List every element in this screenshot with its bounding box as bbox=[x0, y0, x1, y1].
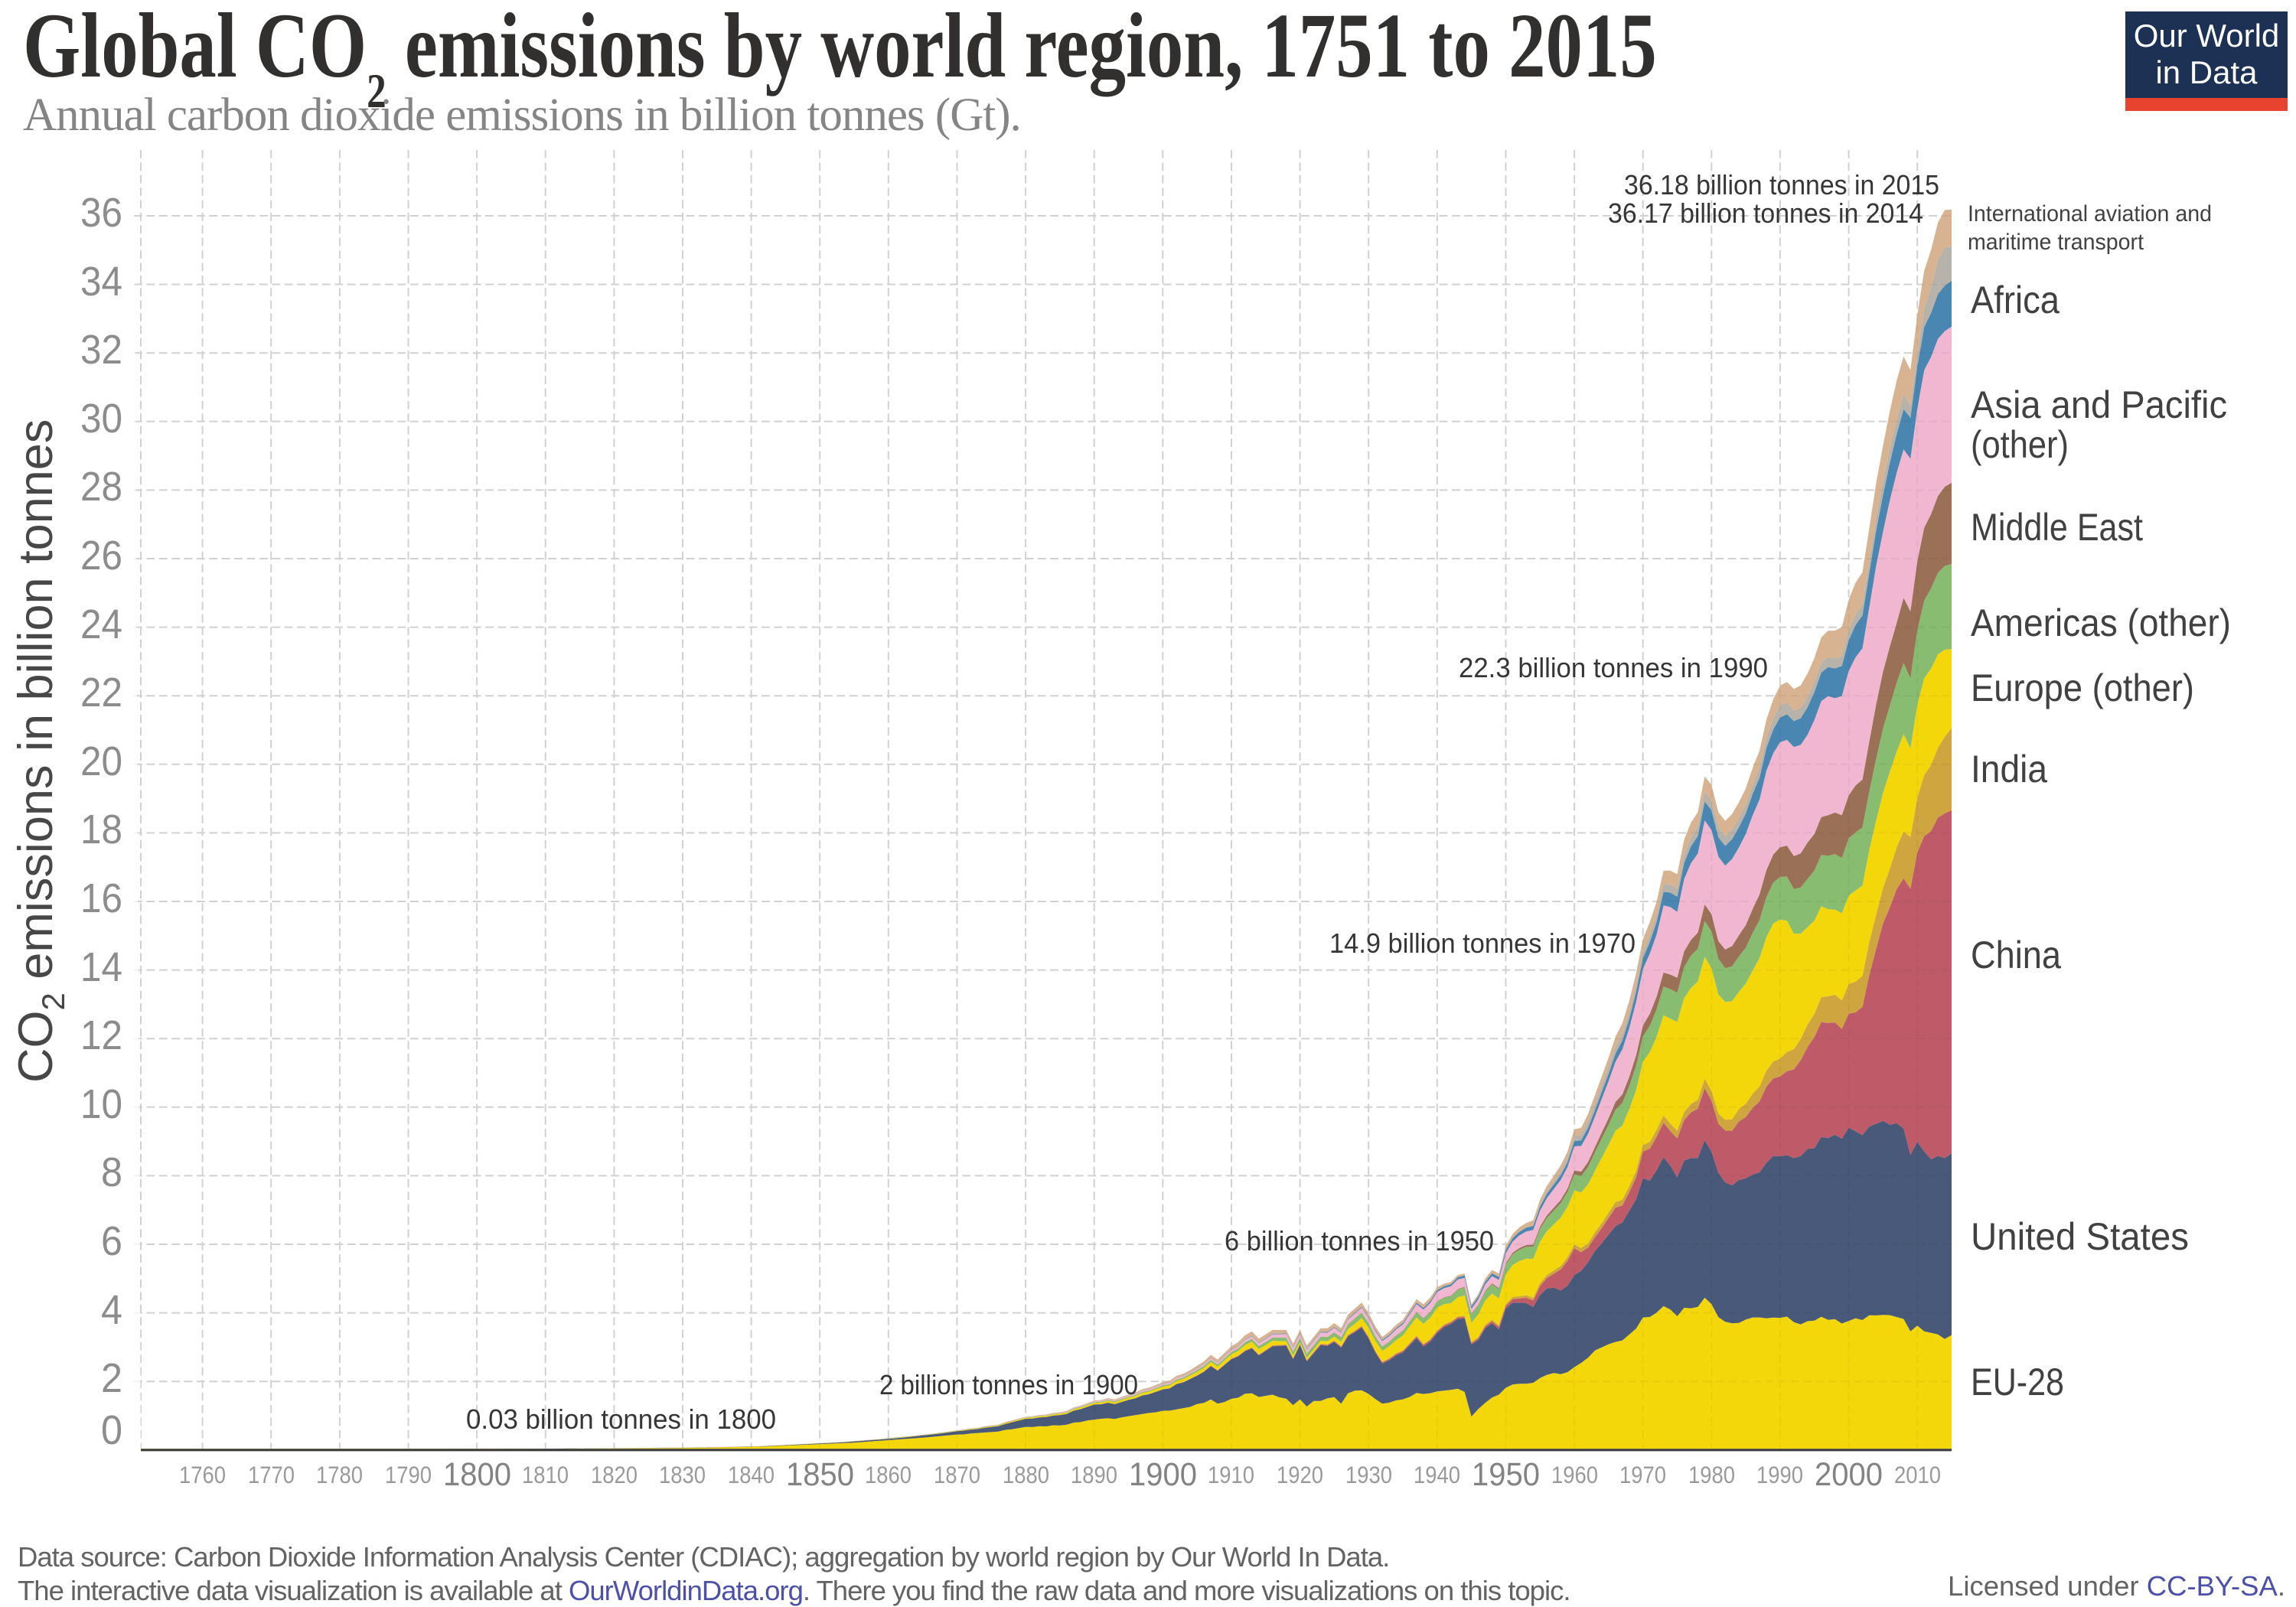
svg-text:1780: 1780 bbox=[316, 1461, 363, 1488]
svg-text:Americas (other): Americas (other) bbox=[1971, 601, 2231, 644]
svg-text:1950: 1950 bbox=[1472, 1456, 1540, 1493]
svg-text:36: 36 bbox=[80, 190, 122, 236]
svg-text:1840: 1840 bbox=[728, 1461, 775, 1488]
svg-text:1970: 1970 bbox=[1619, 1461, 1666, 1488]
svg-text:36.18 billion tonnes in 2015: 36.18 billion tonnes in 2015 bbox=[1624, 169, 1939, 200]
svg-text:6: 6 bbox=[101, 1218, 122, 1264]
svg-text:Asia and Pacific: Asia and Pacific bbox=[1971, 383, 2227, 426]
svg-text:18: 18 bbox=[80, 807, 122, 852]
svg-text:1830: 1830 bbox=[659, 1461, 706, 1488]
svg-text:Middle East: Middle East bbox=[1971, 506, 2143, 549]
svg-text:14: 14 bbox=[80, 944, 122, 990]
svg-text:1960: 1960 bbox=[1551, 1461, 1598, 1488]
svg-text:(other): (other) bbox=[1971, 423, 2069, 466]
svg-text:36.17 billion tonnes in 2014: 36.17 billion tonnes in 2014 bbox=[1608, 197, 1923, 229]
svg-text:16: 16 bbox=[80, 875, 122, 921]
svg-text:1930: 1930 bbox=[1345, 1461, 1392, 1488]
svg-text:1800: 1800 bbox=[443, 1456, 511, 1493]
svg-text:22.3 billion tonnes in 1990: 22.3 billion tonnes in 1990 bbox=[1459, 652, 1768, 683]
svg-text:1980: 1980 bbox=[1688, 1461, 1735, 1488]
svg-text:United States: United States bbox=[1971, 1215, 2189, 1258]
svg-text:1990: 1990 bbox=[1756, 1461, 1803, 1488]
svg-text:1760: 1760 bbox=[179, 1461, 226, 1488]
svg-text:1770: 1770 bbox=[248, 1461, 295, 1488]
svg-text:India: India bbox=[1971, 748, 2047, 790]
svg-text:8: 8 bbox=[101, 1149, 122, 1195]
svg-text:14.9 billion tonnes in 1970: 14.9 billion tonnes in 1970 bbox=[1329, 927, 1636, 959]
svg-text:10: 10 bbox=[80, 1081, 122, 1127]
svg-text:22: 22 bbox=[80, 670, 122, 715]
svg-text:28: 28 bbox=[80, 464, 122, 510]
svg-text:1900: 1900 bbox=[1129, 1456, 1197, 1493]
svg-text:EU-28: EU-28 bbox=[1971, 1361, 2064, 1403]
svg-text:26: 26 bbox=[80, 533, 122, 579]
svg-text:1790: 1790 bbox=[385, 1461, 432, 1488]
svg-text:32: 32 bbox=[80, 327, 122, 373]
svg-text:12: 12 bbox=[80, 1012, 122, 1058]
svg-text:Africa: Africa bbox=[1971, 279, 2060, 321]
svg-text:0.03 billion tonnes in 1800: 0.03 billion tonnes in 1800 bbox=[466, 1403, 776, 1435]
svg-text:Europe (other): Europe (other) bbox=[1971, 667, 2194, 709]
svg-text:maritime transport: maritime transport bbox=[1968, 230, 2144, 255]
svg-text:1870: 1870 bbox=[934, 1461, 980, 1488]
svg-text:34: 34 bbox=[80, 259, 122, 305]
svg-text:24: 24 bbox=[80, 601, 122, 647]
svg-text:1880: 1880 bbox=[1003, 1461, 1049, 1488]
svg-text:6 billion tonnes in 1950: 6 billion tonnes in 1950 bbox=[1225, 1225, 1494, 1257]
svg-text:International aviation and: International aviation and bbox=[1968, 201, 2212, 227]
svg-text:4: 4 bbox=[101, 1287, 122, 1333]
svg-text:1920: 1920 bbox=[1277, 1461, 1323, 1488]
svg-text:2000: 2000 bbox=[1815, 1456, 1883, 1493]
svg-text:0: 0 bbox=[101, 1407, 122, 1453]
svg-text:2010: 2010 bbox=[1894, 1461, 1941, 1488]
svg-text:30: 30 bbox=[80, 396, 122, 442]
svg-text:1850: 1850 bbox=[786, 1456, 854, 1493]
svg-text:20: 20 bbox=[80, 738, 122, 784]
svg-text:1860: 1860 bbox=[865, 1461, 912, 1488]
svg-text:2 billion tonnes in 1900: 2 billion tonnes in 1900 bbox=[879, 1369, 1138, 1400]
svg-text:CO2 emissions in billion tonne: CO2 emissions in billion tonnes bbox=[9, 419, 71, 1083]
svg-text:1910: 1910 bbox=[1208, 1461, 1254, 1488]
svg-text:1810: 1810 bbox=[522, 1461, 569, 1488]
svg-text:2: 2 bbox=[101, 1355, 122, 1401]
svg-text:China: China bbox=[1971, 934, 2061, 976]
svg-text:1820: 1820 bbox=[591, 1461, 638, 1488]
svg-text:1890: 1890 bbox=[1071, 1461, 1117, 1488]
svg-text:1940: 1940 bbox=[1414, 1461, 1460, 1488]
